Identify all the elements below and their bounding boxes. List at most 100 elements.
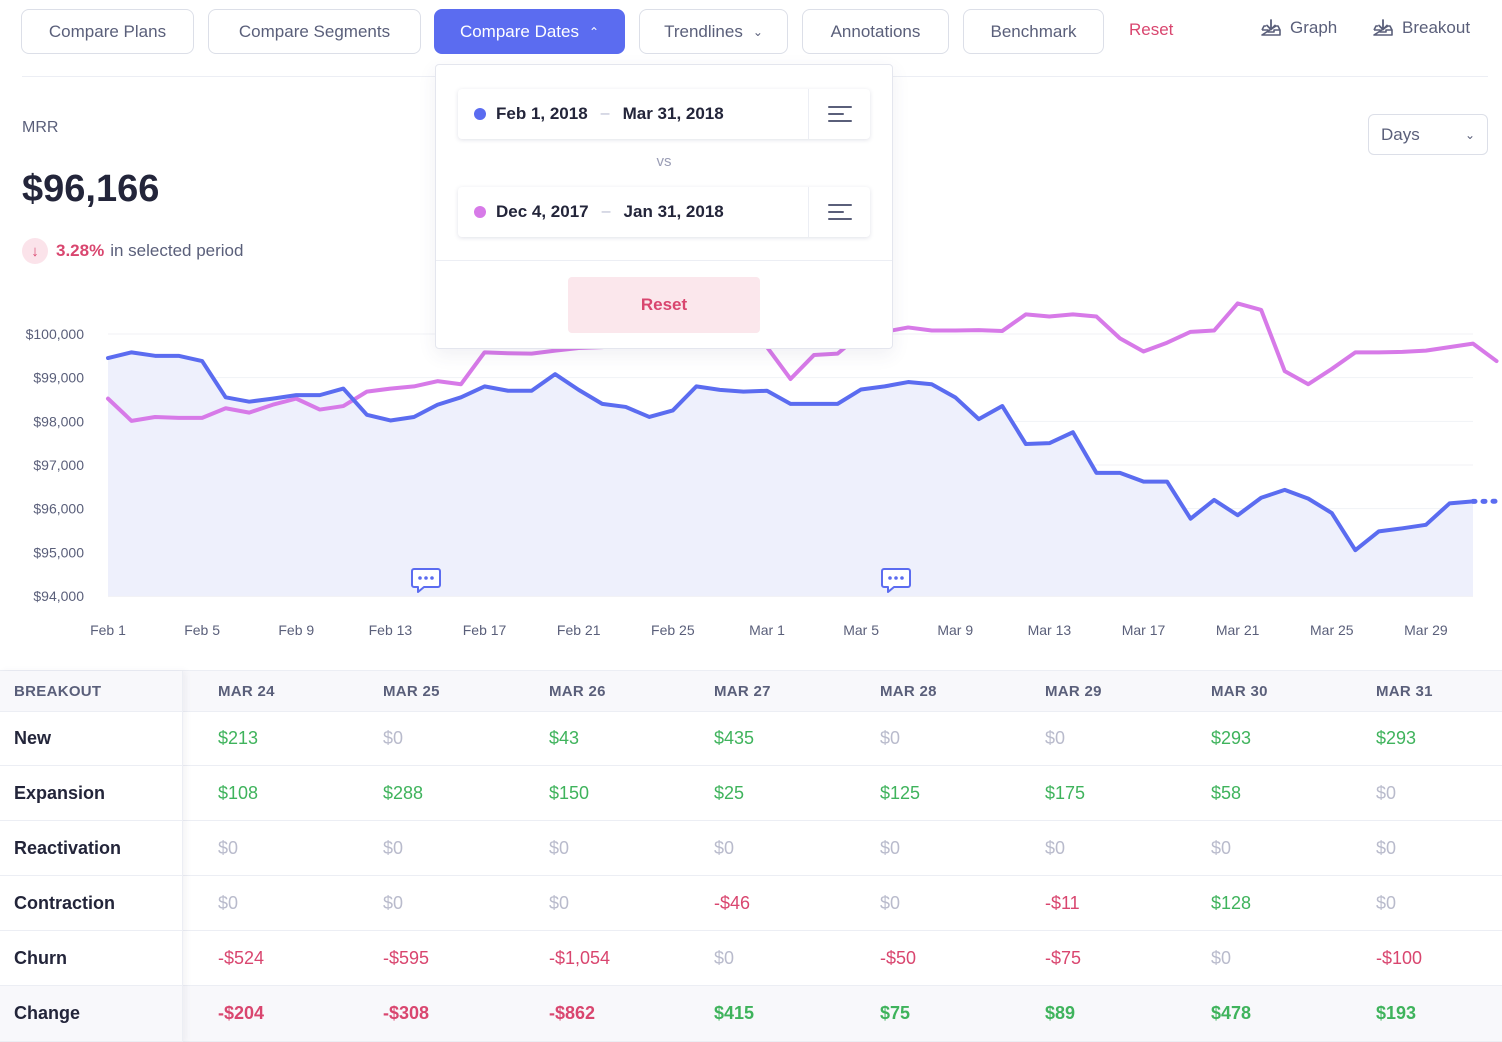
table-cell: -$11 bbox=[1045, 892, 1080, 913]
table-cell: $293 bbox=[1211, 728, 1252, 748]
table-cell: $213 bbox=[218, 728, 259, 748]
export-graph-label: Graph bbox=[1290, 18, 1338, 37]
table-cell: $0 bbox=[1376, 837, 1397, 858]
date-preset-menu-button[interactable] bbox=[808, 187, 870, 237]
download-icon bbox=[1373, 19, 1393, 36]
row-label: Churn bbox=[14, 947, 67, 968]
delta-text: in selected period bbox=[110, 241, 244, 260]
delta-percent: 3.28% bbox=[56, 241, 105, 260]
export-breakout-label: Breakout bbox=[1402, 18, 1471, 37]
compare-plans-button[interactable]: Compare Plans bbox=[21, 9, 194, 54]
export-breakout-button[interactable]: Breakout bbox=[1372, 18, 1470, 38]
table-cell: $0 bbox=[383, 892, 404, 913]
table-cell: $293 bbox=[1376, 728, 1417, 748]
toolbar: Compare Plans Compare Segments Compare D… bbox=[0, 0, 1502, 76]
annotation-comment-icon[interactable] bbox=[881, 568, 911, 593]
column-header: MAR 30 bbox=[1211, 682, 1268, 700]
benchmark-button[interactable]: Benchmark bbox=[963, 9, 1104, 54]
primary-series-line bbox=[106, 350, 1475, 553]
table-cell: -$524 bbox=[218, 947, 265, 968]
annotations-button[interactable]: Annotations bbox=[802, 9, 949, 54]
x-tick-label: Mar 9 bbox=[937, 622, 973, 638]
table-cell: $0 bbox=[218, 892, 239, 913]
table-cell: -$862 bbox=[549, 1003, 596, 1023]
compare-segments-button[interactable]: Compare Segments bbox=[208, 9, 421, 54]
x-tick-label: Mar 17 bbox=[1122, 622, 1166, 638]
x-tick-label: Mar 29 bbox=[1404, 622, 1448, 638]
table-row: New $213 $0 $43 $435 $0 $0 $293 $293 bbox=[0, 712, 1502, 766]
table-cell: $0 bbox=[1211, 837, 1232, 858]
secondary-date-range[interactable]: Dec 4, 2017 – Jan 31, 2018 bbox=[458, 187, 870, 237]
column-header: MAR 24 bbox=[218, 682, 275, 700]
table-cell: -$1,054 bbox=[549, 947, 611, 968]
x-tick-label: Feb 9 bbox=[278, 622, 314, 638]
table-cell: $288 bbox=[383, 782, 424, 803]
table-cell: $0 bbox=[880, 892, 901, 913]
primary-range-dot bbox=[474, 108, 486, 120]
table-cell: -$308 bbox=[383, 1003, 430, 1023]
column-header: MAR 28 bbox=[880, 682, 937, 700]
primary-series-area bbox=[108, 352, 1473, 596]
annotations-label: Annotations bbox=[830, 21, 921, 41]
menu-lines-icon bbox=[827, 204, 852, 220]
trendlines-button[interactable]: Trendlines ⌄ bbox=[639, 9, 788, 54]
table-cell: $125 bbox=[880, 782, 921, 803]
table-cell: $0 bbox=[714, 837, 735, 858]
x-tick-label: Feb 13 bbox=[369, 622, 413, 638]
table-cell: $0 bbox=[714, 947, 735, 968]
reset-dates-button[interactable]: Reset bbox=[568, 277, 760, 333]
x-tick-label: Feb 25 bbox=[651, 622, 695, 638]
export-graph-button[interactable]: Graph bbox=[1260, 18, 1337, 38]
table-cell: $415 bbox=[714, 1003, 755, 1023]
table-cell: $25 bbox=[714, 782, 745, 803]
menu-lines-icon bbox=[827, 106, 852, 122]
table-cell: -$100 bbox=[1376, 947, 1423, 968]
table-cell: $175 bbox=[1045, 782, 1086, 803]
y-tick-label: $97,000 bbox=[33, 457, 84, 473]
benchmark-label: Benchmark bbox=[990, 21, 1077, 41]
x-tick-label: Mar 1 bbox=[749, 622, 785, 638]
reset-link[interactable]: Reset bbox=[1129, 20, 1174, 39]
primary-range-start: Feb 1, 2018 bbox=[496, 104, 588, 123]
compare-dates-button[interactable]: Compare Dates ⌃ bbox=[434, 9, 625, 54]
table-cell: -$204 bbox=[218, 1003, 265, 1023]
row-label: New bbox=[14, 728, 52, 748]
annotation-comment-icon[interactable] bbox=[411, 568, 441, 593]
x-tick-label: Mar 21 bbox=[1216, 622, 1260, 638]
x-tick-label: Mar 13 bbox=[1028, 622, 1072, 638]
table-cell: $58 bbox=[1211, 782, 1242, 803]
primary-date-range[interactable]: Feb 1, 2018 – Mar 31, 2018 bbox=[458, 89, 870, 139]
interval-select[interactable]: Days ⌄ bbox=[1368, 114, 1488, 155]
y-tick-label: $94,000 bbox=[33, 588, 84, 604]
breakout-header: BREAKOUT bbox=[14, 682, 102, 700]
table-cell: $0 bbox=[1045, 837, 1066, 858]
date-preset-menu-button[interactable] bbox=[808, 89, 870, 139]
y-tick-label: $95,000 bbox=[33, 544, 84, 560]
column-header: MAR 25 bbox=[383, 682, 440, 700]
table-cell: $435 bbox=[714, 728, 755, 748]
table-row: Change -$204 -$308 -$862 $415 $75 $89 $478 $193 bbox=[0, 986, 1502, 1042]
table-cell: $0 bbox=[880, 728, 901, 748]
range-dash: – bbox=[600, 105, 610, 122]
table-cell: -$46 bbox=[714, 892, 751, 913]
row-label: Reactivation bbox=[14, 837, 122, 858]
table-cell: -$50 bbox=[880, 947, 917, 968]
y-tick-label: $96,000 bbox=[33, 501, 84, 517]
table-row: Expansion $108 $288 $150 $25 $125 $175 $58 $0 bbox=[0, 766, 1502, 821]
dropdown-divider bbox=[436, 260, 892, 261]
chevron-up-icon: ⌃ bbox=[589, 24, 600, 39]
metric-label: MRR bbox=[22, 119, 59, 136]
column-header: MAR 27 bbox=[714, 682, 771, 700]
trendlines-label: Trendlines bbox=[664, 21, 743, 41]
table-cell: -$595 bbox=[383, 947, 430, 968]
table-cell: $0 bbox=[1045, 728, 1066, 748]
table-cell: $0 bbox=[383, 728, 404, 748]
breakout-table: BREAKOUT MAR 24 MAR 25 MAR 26 MAR 27 MAR… bbox=[0, 670, 1502, 1042]
secondary-range-dot bbox=[474, 206, 486, 218]
chevron-down-icon: ⌄ bbox=[752, 24, 763, 39]
table-cell: $0 bbox=[880, 837, 901, 858]
y-tick-label: $99,000 bbox=[33, 370, 84, 386]
table-cell: $43 bbox=[549, 728, 580, 748]
mrr-chart: $100,000 $99,000 $98,000 $97,000 $96,000 $95,… bbox=[0, 300, 1502, 650]
